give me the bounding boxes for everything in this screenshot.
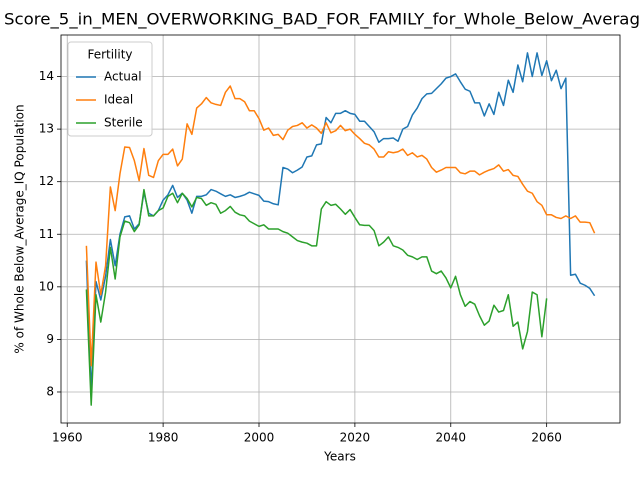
- series-line: [85, 52, 596, 393]
- legend-box: [67, 41, 153, 137]
- chart-title: Score_5_in_MEN_OVERWORKING_BAD_FOR_FAMIL…: [4, 10, 640, 30]
- y-axis-label: % of Whole Below_Average_IQ Population: [13, 104, 27, 353]
- y-tick-label: 14: [39, 69, 54, 83]
- y-tick-label: 9: [46, 332, 54, 346]
- legend-title: Fertility: [87, 48, 132, 62]
- x-tick-label: 2040: [435, 431, 466, 445]
- x-tick-label: 1960: [52, 431, 83, 445]
- plot-frame: [60, 34, 621, 424]
- y-tick-label: 12: [39, 174, 54, 188]
- y-tick-label: 11: [39, 227, 54, 241]
- series-line: [85, 85, 596, 367]
- legend-label: Sterile: [104, 116, 143, 130]
- x-tick-label: 2060: [531, 431, 562, 445]
- y-tick-label: 13: [39, 122, 54, 136]
- legend: Fertility Actual Ideal Sterile: [67, 41, 153, 137]
- y-tick-label: 10: [39, 279, 54, 293]
- x-tick-label: 2020: [340, 431, 371, 445]
- x-axis-label: Years: [323, 450, 356, 464]
- x-tick-label: 2000: [244, 431, 275, 445]
- x-tick-label: 1980: [148, 431, 179, 445]
- legend-label: Actual: [104, 70, 142, 84]
- series-line: [85, 188, 548, 406]
- y-tick-label: 8: [46, 384, 54, 398]
- legend-label: Ideal: [104, 93, 133, 107]
